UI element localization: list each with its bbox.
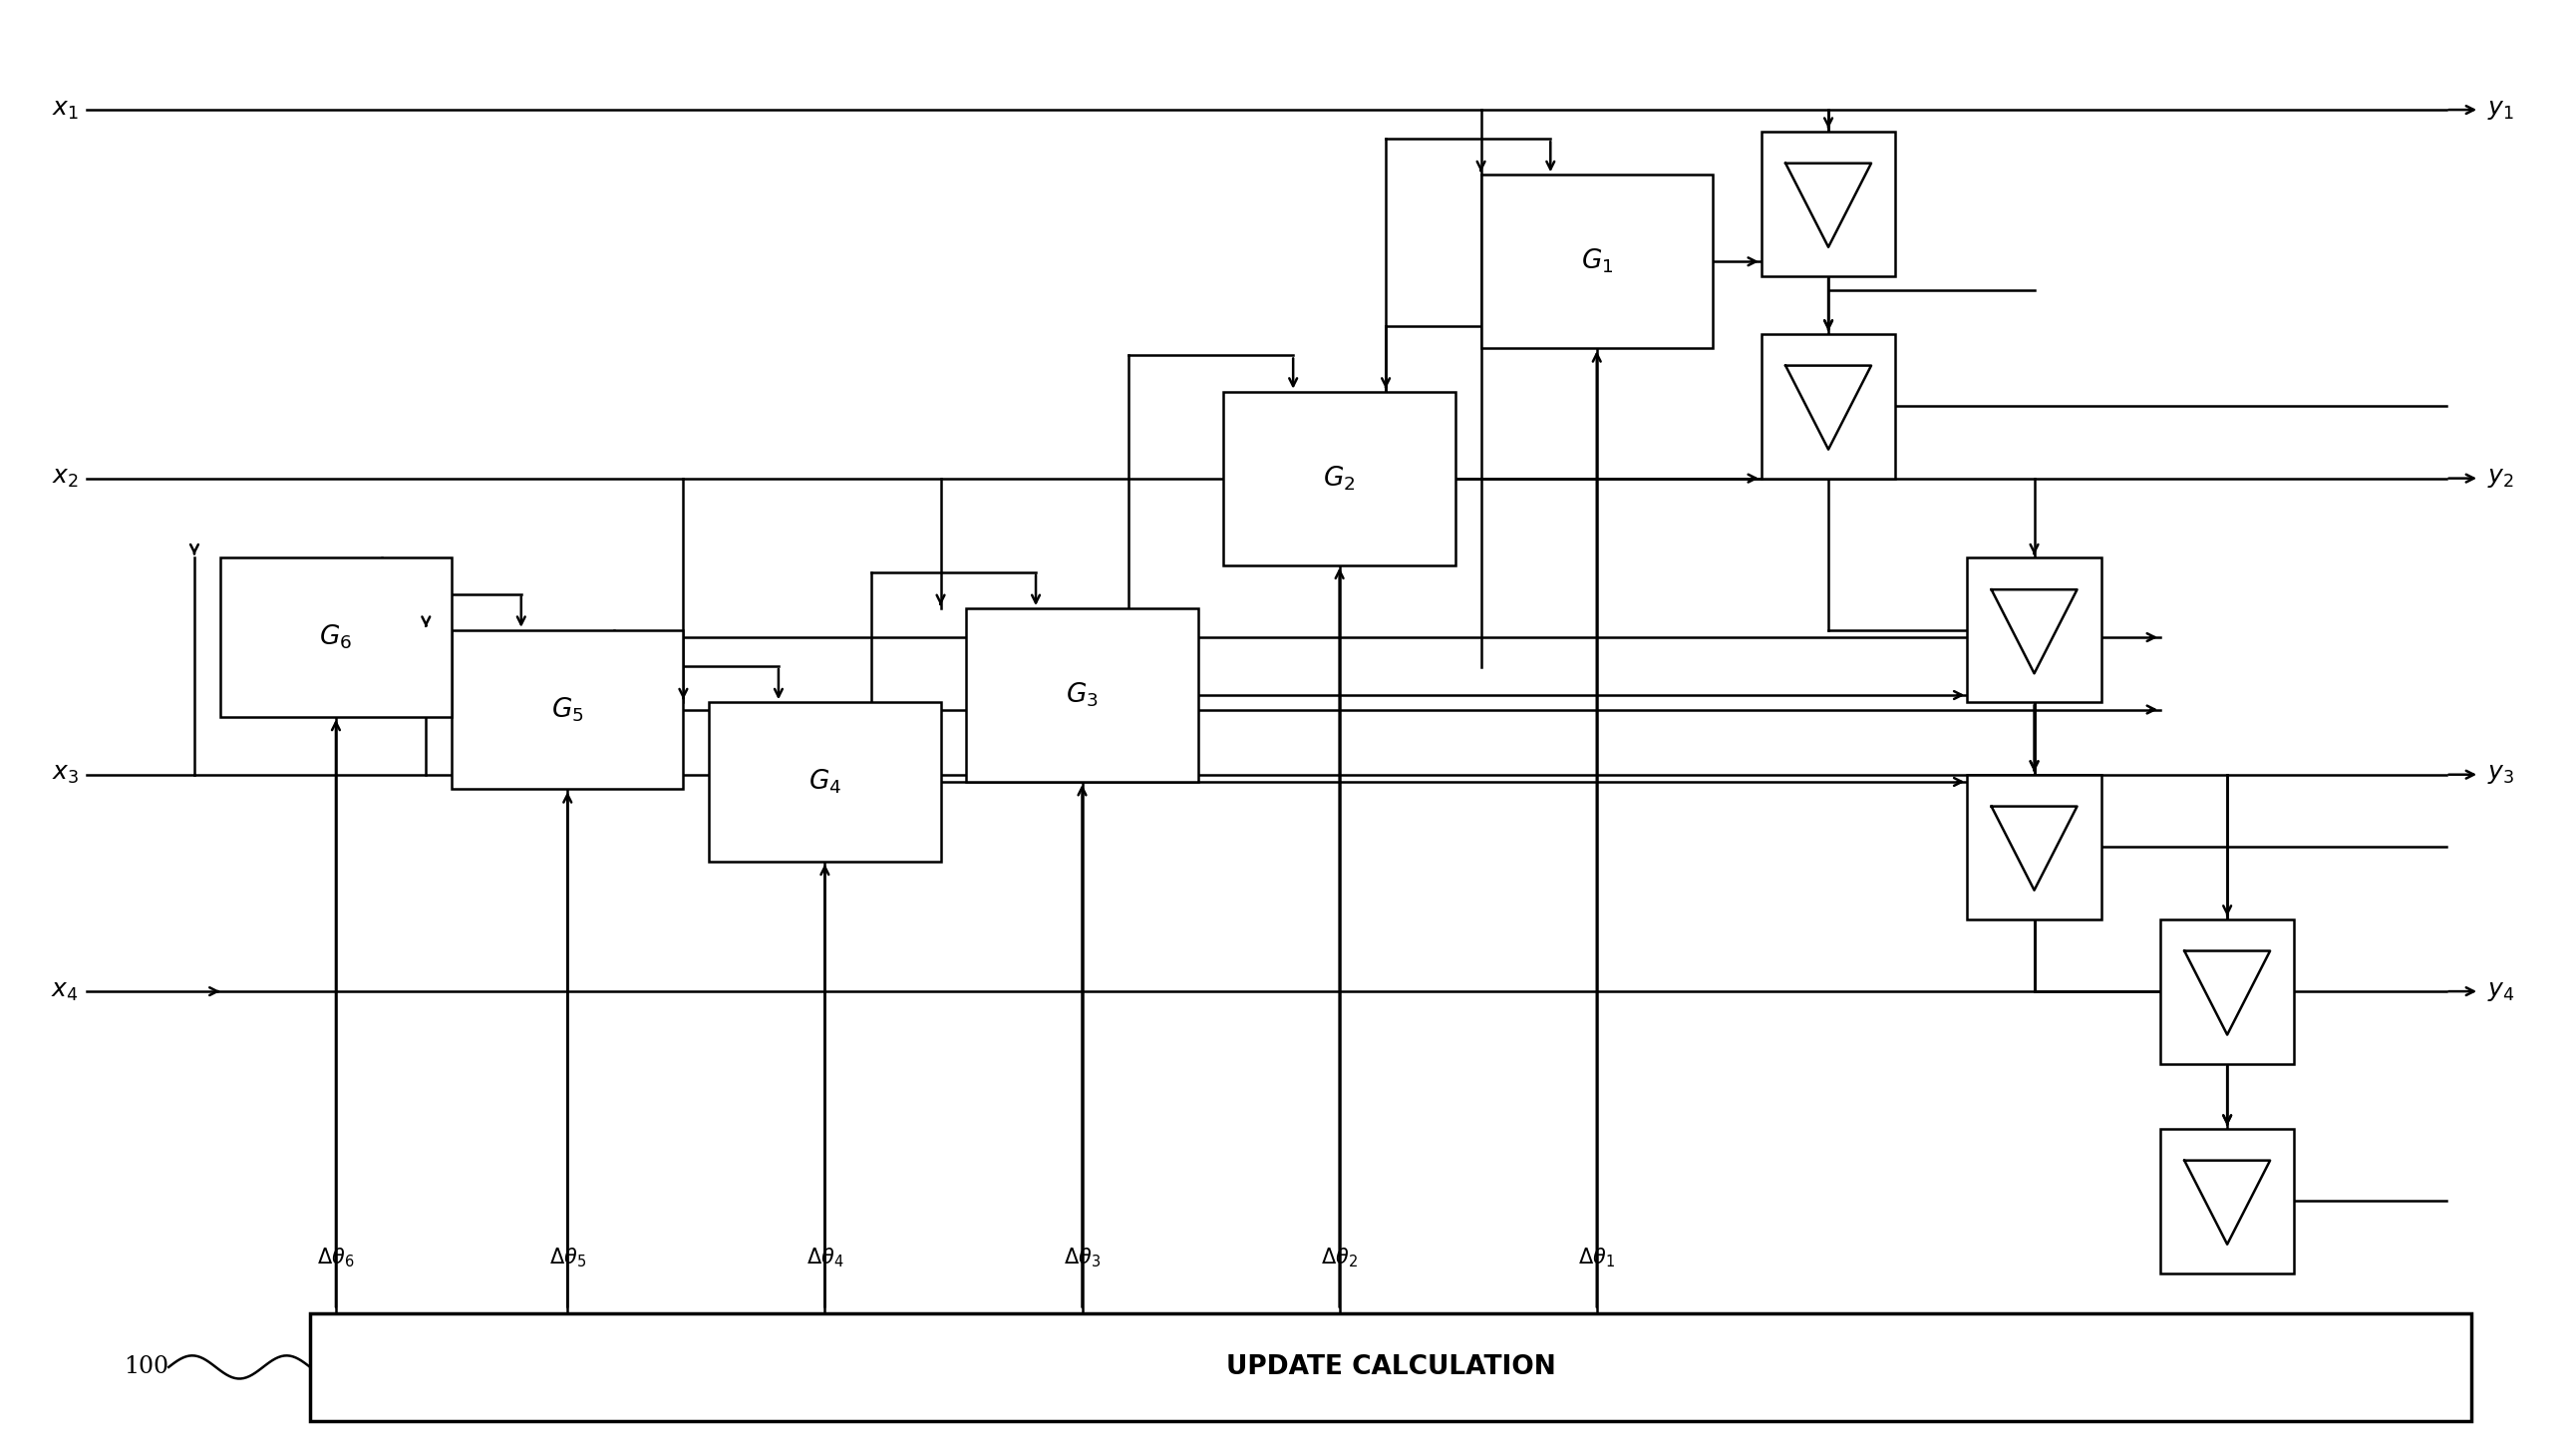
Bar (1762, 334, 1896, 478)
Bar (1762, 132, 1896, 277)
Text: $\Delta\theta_6$: $\Delta\theta_6$ (317, 1247, 355, 1270)
Text: $y_3$: $y_3$ (2486, 763, 2514, 786)
Bar (1968, 775, 2102, 919)
Text: $y_4$: $y_4$ (2486, 980, 2514, 1003)
Text: 100: 100 (124, 1355, 167, 1378)
Bar (2161, 919, 2295, 1064)
Bar (966, 608, 1198, 782)
Bar (451, 630, 683, 789)
Bar (219, 557, 451, 717)
Text: $y_1$: $y_1$ (2486, 98, 2514, 122)
Bar (2161, 1128, 2295, 1273)
Text: $x_4$: $x_4$ (52, 980, 80, 1003)
Text: $\Delta\theta_5$: $\Delta\theta_5$ (549, 1247, 585, 1270)
Text: $y_2$: $y_2$ (2486, 466, 2514, 489)
Text: UPDATE CALCULATION: UPDATE CALCULATION (1226, 1354, 1556, 1380)
Text: $\Delta\theta_4$: $\Delta\theta_4$ (806, 1247, 842, 1270)
Text: $\Delta\theta_3$: $\Delta\theta_3$ (1064, 1247, 1100, 1270)
Text: $G_3$: $G_3$ (1066, 681, 1097, 710)
Text: $G_1$: $G_1$ (1582, 248, 1613, 275)
Text: $\Delta\theta_2$: $\Delta\theta_2$ (1321, 1247, 1358, 1270)
Bar (1481, 175, 1713, 348)
Text: $x_3$: $x_3$ (52, 763, 80, 786)
Text: $G_5$: $G_5$ (551, 695, 585, 724)
Text: $G_4$: $G_4$ (809, 767, 842, 796)
Text: $\Delta\theta_1$: $\Delta\theta_1$ (1579, 1247, 1615, 1270)
Bar (708, 702, 940, 862)
Bar (1968, 557, 2102, 702)
Bar (1224, 391, 1455, 565)
Bar (309, 1313, 2473, 1422)
Text: $x_1$: $x_1$ (52, 98, 80, 122)
Text: $x_2$: $x_2$ (52, 466, 80, 489)
Text: $G_6$: $G_6$ (319, 623, 353, 652)
Text: $G_2$: $G_2$ (1324, 465, 1355, 492)
